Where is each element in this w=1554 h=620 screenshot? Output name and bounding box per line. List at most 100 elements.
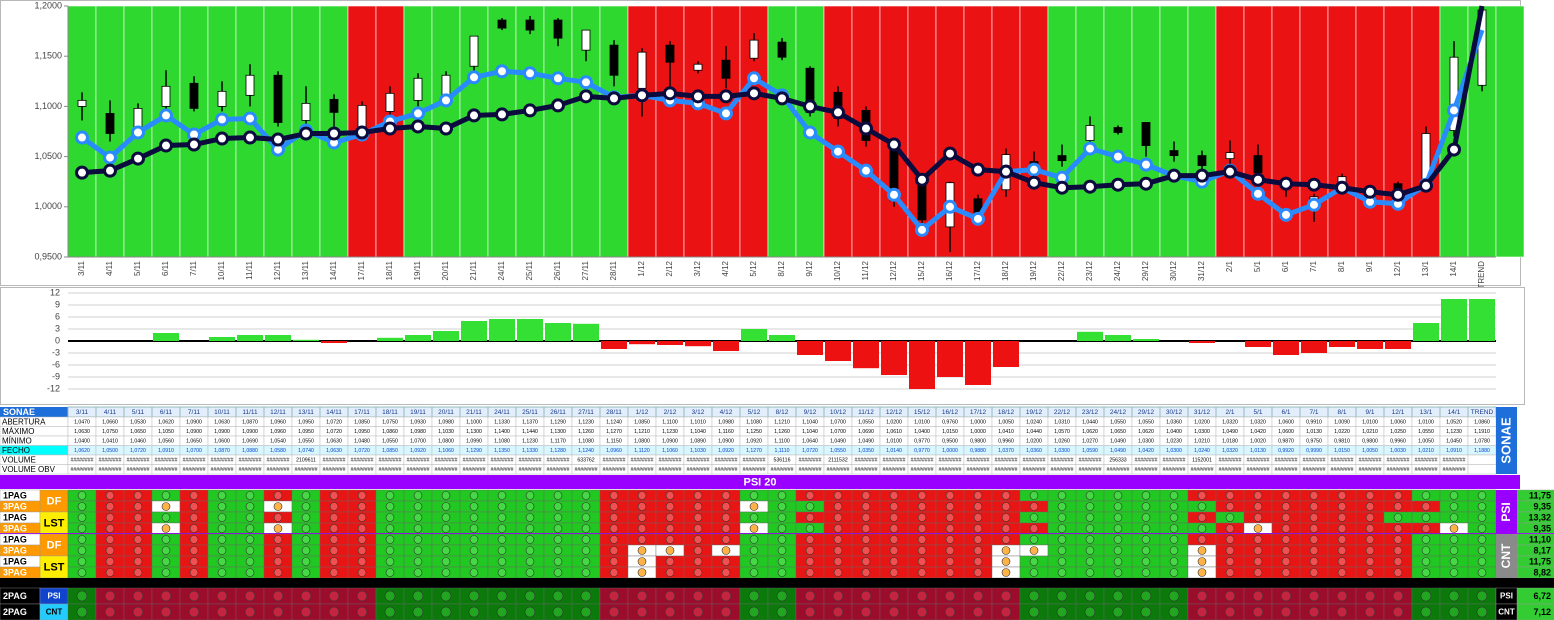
- table-value: 1,0550: [858, 420, 874, 426]
- bar: [1413, 323, 1439, 341]
- table-value: 1,0410: [102, 439, 118, 445]
- line-marker: [271, 132, 285, 147]
- x-tick-label: 4/12: [721, 260, 730, 276]
- signal-light: [1085, 568, 1095, 577]
- signal-light: [1169, 568, 1179, 577]
- signal-light: [1309, 491, 1319, 500]
- table-value: ########: [714, 458, 737, 464]
- table-value: ########: [322, 467, 345, 473]
- signal-light: [1281, 502, 1291, 511]
- table-value: ########: [462, 467, 485, 473]
- signal-light: [216, 590, 228, 602]
- table-value: 0,9920: [1278, 448, 1294, 454]
- table-value: 2109611: [296, 458, 316, 464]
- bar: [461, 321, 487, 341]
- signal-light: [1308, 606, 1320, 618]
- signal-light: [1112, 590, 1124, 602]
- score: 11,10: [1529, 534, 1551, 544]
- signal-light: [217, 557, 227, 566]
- table-value: 1,0990: [466, 439, 482, 445]
- header-date: 4/11: [104, 409, 117, 416]
- signal-light: [1029, 546, 1039, 555]
- trend-band: [627, 5, 657, 258]
- table-value: 1,0920: [746, 439, 762, 445]
- signal-light: [77, 557, 87, 566]
- signal-light: [1337, 557, 1347, 566]
- signal-light: [189, 535, 199, 544]
- signal-light: [245, 535, 255, 544]
- signal-light: [496, 590, 508, 602]
- signal-light: [665, 568, 675, 577]
- signal-light: [721, 546, 731, 555]
- signal-light: [1197, 546, 1207, 555]
- signal-light: [468, 590, 480, 602]
- table-value: 1,0300: [1138, 439, 1154, 445]
- table-value: 1,1330: [494, 420, 510, 426]
- table-value: 1,0640: [802, 439, 818, 445]
- signal-light: [581, 535, 591, 544]
- trend-band: [991, 5, 1021, 258]
- signal-light: [608, 590, 620, 602]
- score: 8,82: [1533, 567, 1551, 577]
- table-value: 1,0210: [1362, 429, 1378, 435]
- signal-light: [189, 524, 199, 533]
- signal-light: [1449, 502, 1459, 511]
- signal-light: [749, 535, 759, 544]
- table-value: 1,1350: [494, 448, 510, 454]
- signal-light: [104, 590, 116, 602]
- table-value: 1,0200: [1026, 439, 1042, 445]
- signal-light: [1113, 568, 1123, 577]
- table-value: 1,0360: [1026, 448, 1042, 454]
- table-value: 1,0880: [242, 448, 258, 454]
- signal-light: [1309, 513, 1319, 522]
- signal-light: [1393, 557, 1403, 566]
- signal-light: [1225, 502, 1235, 511]
- header-date: 6/11: [160, 409, 173, 416]
- table-value: ########: [798, 458, 821, 464]
- signal-light: [329, 568, 339, 577]
- signal-light: [552, 606, 564, 618]
- signal-light: [1225, 535, 1235, 544]
- signal-light: [301, 568, 311, 577]
- table-value: 1,0300: [1054, 448, 1070, 454]
- table-value: ########: [1050, 467, 1073, 473]
- line-marker: [859, 121, 873, 136]
- signal-light: [469, 535, 479, 544]
- signal-light: [693, 546, 703, 555]
- line-marker: [383, 121, 397, 136]
- bar: [545, 323, 571, 341]
- table-value: 1,0530: [130, 420, 146, 426]
- signal-light: [1169, 557, 1179, 566]
- bar: [769, 335, 795, 341]
- signal-light: [441, 524, 451, 533]
- group-label-cell: [1496, 490, 1517, 534]
- bar: [797, 341, 823, 355]
- table-value: ########: [1022, 458, 1045, 464]
- line-marker: [775, 91, 789, 106]
- candle-body: [385, 92, 395, 112]
- table-value: 1,0250: [1390, 429, 1406, 435]
- signal-light: [721, 513, 731, 522]
- table-value: 1,0520: [1446, 420, 1462, 426]
- separator: [0, 578, 1554, 588]
- table-value: ########: [882, 458, 905, 464]
- header-date: 22/12: [1054, 409, 1071, 416]
- signal-light: [1085, 557, 1095, 566]
- bar: [293, 339, 319, 341]
- table-value: 1,0590: [1082, 448, 1098, 454]
- signal-light: [273, 524, 283, 533]
- signal-light: [1477, 491, 1487, 500]
- signal-light: [1281, 513, 1291, 522]
- candle-body: [105, 113, 115, 134]
- signal-light: [776, 606, 788, 618]
- table-cell: [1467, 454, 1497, 465]
- signal-light: [861, 535, 871, 544]
- signal-light: [889, 568, 899, 577]
- table-value: 1,0050: [998, 420, 1014, 426]
- signal-light: [1057, 524, 1067, 533]
- signal-light: [1001, 568, 1011, 577]
- signal-light: [972, 590, 984, 602]
- signal-light: [189, 502, 199, 511]
- x-tick-label: 16/12: [945, 260, 954, 281]
